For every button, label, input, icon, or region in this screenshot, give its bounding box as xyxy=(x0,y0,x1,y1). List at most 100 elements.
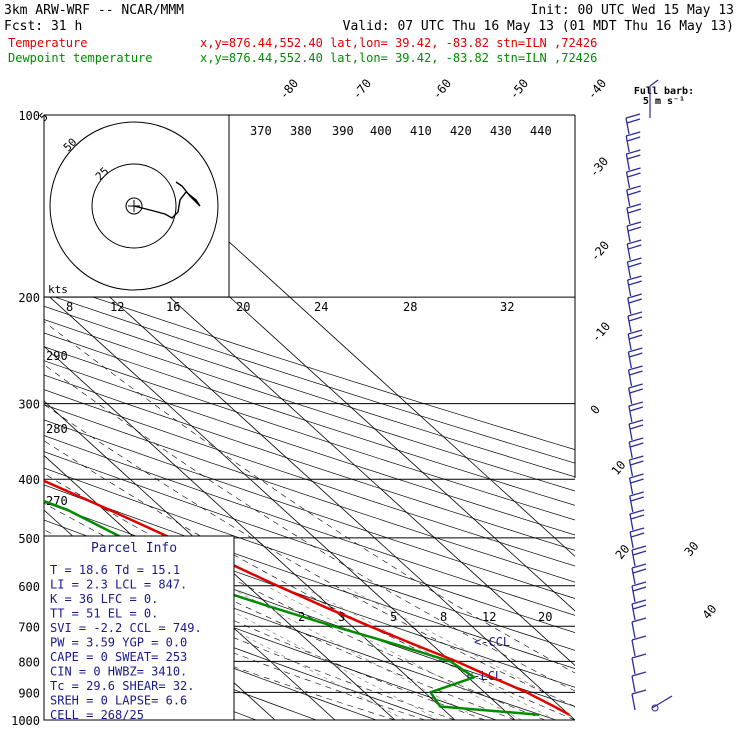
pressure-tick-label: 300 xyxy=(18,398,40,412)
wind-barb-feather xyxy=(632,604,647,610)
wind-barb-staff xyxy=(627,315,632,333)
wind-barb-feather xyxy=(626,118,641,124)
dry-adiabat xyxy=(44,319,575,492)
wind-barb-staff xyxy=(631,621,636,639)
hodograph-ring xyxy=(91,163,177,249)
wind-barb-staff xyxy=(628,405,633,423)
wind-barb-feather xyxy=(627,257,642,263)
wind-barb-staff xyxy=(629,531,634,549)
wind-barb-staff xyxy=(631,603,636,621)
wind-barb-feather xyxy=(631,581,647,587)
parcel-info-row: CAPE = 0 SWEAT= 253 xyxy=(50,650,187,664)
pressure-tick-label: 800 xyxy=(18,655,40,669)
hodograph-ring xyxy=(125,197,143,215)
wind-barb-feather xyxy=(628,298,642,304)
wind-barb-staff xyxy=(631,675,636,693)
theta-label: 380 xyxy=(290,124,312,138)
header-init: Init: 00 UTC Wed 15 May 13 xyxy=(531,3,735,18)
wind-barb-feather xyxy=(630,514,645,520)
isotherm-label-right: 30 xyxy=(682,539,702,559)
wind-barb-feather xyxy=(630,460,644,466)
wind-barb-feather xyxy=(631,563,647,569)
pressure-tick-label: 1000 xyxy=(11,714,40,728)
wind-barb-staff xyxy=(628,477,634,495)
wind-barb-feather xyxy=(627,154,641,160)
theta-label: 370 xyxy=(250,124,272,138)
wind-barb-feather xyxy=(628,347,643,353)
isotherm-label-right: 0 xyxy=(588,402,603,417)
parcel-info-row: T = 18.6 Td = 15.1 xyxy=(50,563,180,577)
isotherm-label-right: -30 xyxy=(587,154,612,180)
wind-barb-feather xyxy=(629,370,643,376)
wind-barb-feather xyxy=(628,280,642,286)
isotherm-label-right: -10 xyxy=(589,319,614,345)
wind-barb-staff xyxy=(626,243,631,261)
wind-legend-line1: Full barb: xyxy=(634,86,694,97)
wind-barb-staff xyxy=(628,441,633,459)
dry-adiabat xyxy=(44,389,575,567)
wind-barb-feather xyxy=(631,635,647,641)
moist-adiabat xyxy=(44,593,396,720)
wind-barb-feather xyxy=(632,550,647,556)
hodograph-units-label: kts xyxy=(48,283,68,296)
dry-adiabat xyxy=(44,419,575,599)
wind-barb-feather xyxy=(627,190,641,196)
wind-barb-staff xyxy=(625,171,631,189)
dry-adiabat xyxy=(44,451,575,634)
dry-adiabat xyxy=(44,404,575,583)
dry-adiabat xyxy=(44,596,377,720)
wind-barb-feather xyxy=(630,496,644,502)
mixing-ratio-line xyxy=(299,585,556,720)
isotherm-line xyxy=(44,400,396,720)
dewpoint-point xyxy=(439,705,441,708)
wind-barb-feather xyxy=(627,208,642,214)
header-valid: Valid: 07 UTC Thu 16 May 13 (01 MDT Thu … xyxy=(343,19,734,34)
wind-barb-feather xyxy=(628,262,642,268)
wind-barb-feather xyxy=(626,221,642,227)
header-model: 3km ARW-WRF -- NCAR/MMM xyxy=(4,3,184,18)
isotherm-line xyxy=(44,345,456,720)
theta-label-left: 280 xyxy=(46,422,68,436)
wind-barb-staff xyxy=(626,261,632,279)
wind-barb-staff xyxy=(626,225,631,243)
wind-barb-feather xyxy=(627,311,643,317)
theta-label: 410 xyxy=(410,124,432,138)
temperature-point xyxy=(568,714,570,716)
mixing-ratio-label-upper: 8 xyxy=(66,300,73,314)
wind-barb-feather xyxy=(629,406,644,412)
dewpoint-point xyxy=(538,714,540,716)
legend-temperature-name: Temperature xyxy=(8,36,87,50)
temperature-point xyxy=(109,509,111,511)
isotherm-label-top: -40 xyxy=(585,76,610,102)
mixing-ratio-label-upper: 16 xyxy=(166,300,180,314)
wind-barb-feather xyxy=(629,491,644,497)
dry-adiabat xyxy=(44,292,575,464)
dewpoint-point xyxy=(429,691,432,693)
wind-barb-feather xyxy=(629,424,644,430)
isotherm-label-right: 20 xyxy=(613,542,633,562)
dry-adiabat xyxy=(44,280,575,450)
wind-barb-staff xyxy=(629,513,634,531)
wind-legend-barb-feather xyxy=(649,79,659,87)
wind-barb-feather xyxy=(628,365,643,371)
parcel-info-row: TT = 51 EL = 0. xyxy=(50,607,158,621)
temperature-point xyxy=(553,705,555,708)
mixing-ratio-label-lower: 20 xyxy=(538,610,552,624)
wind-barb-feather xyxy=(627,293,642,299)
wind-barb-feather xyxy=(632,586,647,592)
wind-barb-feather xyxy=(627,329,643,335)
mixing-ratio-line xyxy=(265,585,522,720)
wind-barb-feather xyxy=(626,131,641,137)
isotherm-line xyxy=(44,291,516,720)
wind-barb-feather xyxy=(630,532,645,538)
parcel-info-title: Parcel Info xyxy=(91,541,177,556)
temperature-point xyxy=(491,676,493,678)
dry-adiabat xyxy=(44,467,575,651)
mixing-ratio-label-lower: 3 xyxy=(338,610,345,624)
wind-barb-staff xyxy=(631,549,636,567)
pressure-tick-label: 400 xyxy=(18,473,40,487)
wind-barb-staff xyxy=(627,297,632,315)
theta-label: 420 xyxy=(450,124,472,138)
isotherm-label-right: 40 xyxy=(700,602,720,622)
wind-barb-feather xyxy=(631,671,647,677)
